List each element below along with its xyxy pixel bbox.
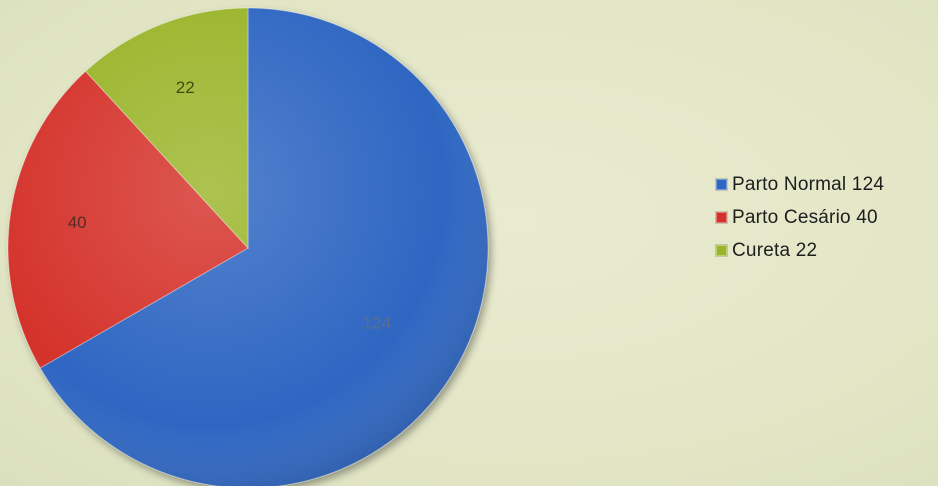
data-label: 124: [363, 313, 391, 332]
legend-item-cureta: Cureta 22: [716, 234, 884, 267]
legend-item-parto-normal: Parto Normal 124: [716, 168, 884, 201]
legend-swatch-parto-cesario: [716, 212, 727, 223]
legend-label: Parto Normal 124: [732, 173, 885, 195]
legend-label: Cureta 22: [732, 239, 818, 261]
legend-label: Parto Cesário 40: [732, 206, 878, 228]
legend: Parto Normal 124 Parto Cesário 40 Cureta…: [716, 168, 884, 267]
legend-swatch-parto-normal: [716, 179, 727, 190]
data-label: 22: [176, 78, 195, 97]
data-label: 40: [68, 213, 87, 232]
legend-swatch-cureta: [716, 245, 727, 256]
legend-item-parto-cesario: Parto Cesário 40: [716, 201, 884, 234]
